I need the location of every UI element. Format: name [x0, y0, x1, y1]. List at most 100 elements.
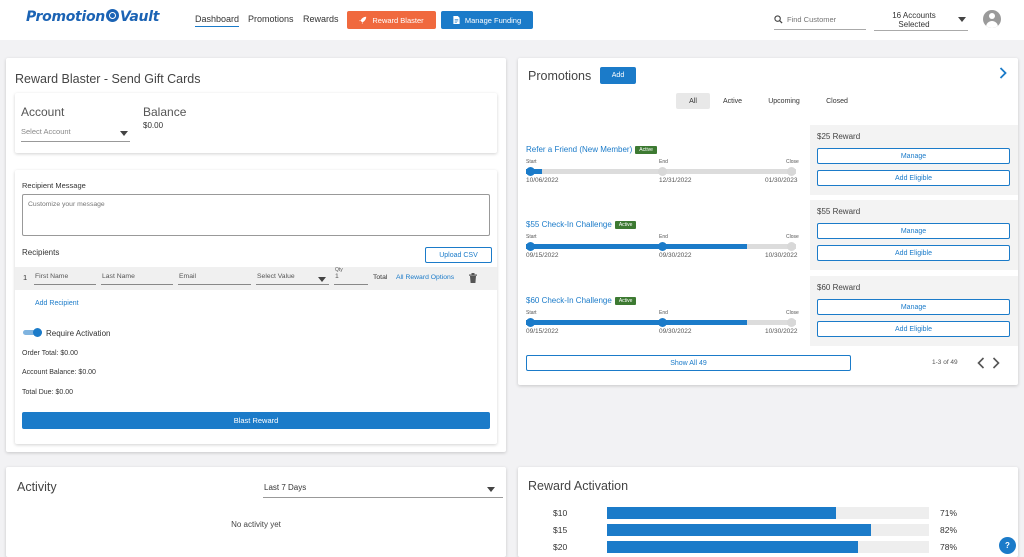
manage-button[interactable]: Manage [817, 299, 1010, 315]
show-all-promotions-button[interactable]: Show All 49 [526, 355, 851, 371]
add-eligible-button[interactable]: Add Eligible [817, 245, 1010, 261]
close-date: 10/30/2022 [765, 252, 798, 259]
add-eligible-button[interactable]: Add Eligible [817, 321, 1010, 337]
tab-closed[interactable]: Closed [826, 97, 848, 105]
close-date: 01/30/2023 [765, 177, 798, 184]
chevron-right-icon[interactable] [999, 67, 1007, 79]
help-button[interactable]: ? [999, 537, 1016, 554]
tab-upcoming[interactable]: Upcoming [768, 97, 800, 105]
chevron-down-icon [120, 131, 128, 136]
tab-all[interactable]: All [676, 93, 710, 109]
last-name-field[interactable]: Last Name [101, 273, 173, 285]
require-activation-toggle[interactable] [23, 328, 42, 337]
account-balance-card: Account Select Account Balance $0.00 [15, 93, 497, 153]
upload-csv-button[interactable]: Upload CSV [425, 247, 492, 263]
start-marker [526, 318, 535, 327]
require-activation-label: Require Activation [46, 329, 111, 338]
document-icon [453, 16, 460, 24]
status-badge: Active [614, 221, 637, 229]
promotion-vault-logo[interactable]: Promotion Vault [26, 9, 159, 25]
reward-amount: $55 Reward [817, 207, 861, 216]
top-header: Promotion Vault Dashboard Promotions Rewa… [0, 0, 1024, 40]
promotion-name-link[interactable]: Refer a Friend (New Member) [526, 145, 633, 154]
activity-range-select[interactable]: Last 7 Days [263, 481, 503, 498]
logo-text-left: Promotion [26, 9, 105, 25]
start-marker [526, 167, 535, 176]
qty-label: Qty [335, 267, 343, 273]
account-label: Account [21, 105, 65, 119]
email-field[interactable]: Email [178, 273, 251, 285]
end-label: End [659, 159, 668, 165]
close-marker [787, 167, 796, 176]
chevron-down-icon [487, 487, 495, 492]
toggle-knob [33, 328, 42, 337]
reward-blaster-button[interactable]: Reward Blaster [347, 11, 436, 29]
end-date: 09/30/2022 [659, 252, 692, 259]
blast-reward-button[interactable]: Blast Reward [22, 412, 490, 429]
promotion-title-line: $55 Check-In Challenge Active [526, 220, 637, 229]
chevron-left-icon[interactable] [977, 357, 985, 369]
pagination-text: 1-3 of 49 [932, 359, 958, 366]
select-value-dropdown[interactable]: Select Value [256, 273, 329, 285]
status-badge: Active [635, 146, 657, 154]
add-recipient-link[interactable]: Add Recipient [35, 300, 79, 307]
manage-button[interactable]: Manage [817, 148, 1010, 164]
end-label: End [659, 310, 668, 316]
end-marker [658, 242, 667, 251]
row-number: 1 [23, 273, 28, 282]
all-reward-options-link[interactable]: All Reward Options [396, 274, 455, 281]
nav-promotions[interactable]: Promotions [248, 14, 294, 24]
reward-amount: $25 Reward [817, 132, 861, 141]
promotion-name-link[interactable]: $60 Check-In Challenge [526, 296, 612, 305]
user-avatar[interactable] [983, 10, 1001, 28]
start-marker [526, 242, 535, 251]
manage-button[interactable]: Manage [817, 223, 1010, 239]
end-marker [658, 167, 667, 176]
recipient-message-textarea[interactable] [22, 194, 490, 236]
promotion-progress-track [526, 318, 796, 327]
activity-range-value: Last 7 Days [264, 483, 307, 492]
tab-active[interactable]: Active [722, 97, 743, 105]
end-date: 09/30/2022 [659, 328, 692, 335]
activation-denomination: $10 [553, 508, 568, 518]
add-promotion-button[interactable]: Add [600, 67, 636, 84]
close-label: Close [786, 234, 799, 240]
balance-value: $0.00 [143, 121, 164, 130]
chevron-right-icon[interactable] [992, 357, 1000, 369]
qty-field[interactable]: 1 [334, 273, 368, 285]
rocket-icon [359, 16, 367, 24]
end-date: 12/31/2022 [659, 177, 692, 184]
account-select-value: Select Account [21, 127, 71, 136]
activation-bar-fill [607, 507, 836, 519]
row-total-label: Total [373, 274, 388, 281]
activation-percent: 82% [940, 525, 958, 535]
accounts-selector[interactable]: 16 Accounts Selected [874, 10, 968, 31]
total-due: Total Due: $0.00 [22, 389, 73, 396]
trash-icon[interactable] [469, 273, 477, 283]
recipients-card: Recipient Message Recipients Upload CSV … [15, 170, 497, 444]
add-eligible-button[interactable]: Add Eligible [817, 170, 1010, 186]
reward-panel: $60 Reward Manage Add Eligible [810, 276, 1018, 346]
close-marker [787, 242, 796, 251]
manage-funding-button[interactable]: Manage Funding [441, 11, 533, 29]
nav-rewards[interactable]: Rewards [303, 14, 339, 24]
activation-denomination: $15 [553, 525, 568, 535]
reward-blaster-card: Reward Blaster - Send Gift Cards Account… [6, 58, 506, 452]
recipients-label: Recipients [22, 248, 60, 257]
find-customer-search[interactable] [774, 10, 866, 30]
start-date: 09/15/2022 [526, 328, 559, 335]
account-select[interactable]: Select Account [21, 126, 130, 142]
vault-dial-icon [105, 9, 119, 22]
activity-title: Activity [17, 480, 57, 494]
activation-bar-fill [607, 541, 859, 553]
manage-funding-label: Manage Funding [464, 15, 522, 25]
search-input[interactable] [787, 15, 863, 24]
end-label: End [659, 234, 668, 240]
nav-dashboard[interactable]: Dashboard [195, 14, 240, 27]
account-balance-summary: Account Balance: $0.00 [22, 369, 96, 376]
promotion-name-link[interactable]: $55 Check-In Challenge [526, 220, 612, 229]
first-name-field[interactable]: First Name [34, 273, 96, 285]
activation-bar-track [607, 524, 929, 536]
activation-percent: 71% [940, 508, 958, 518]
close-date: 10/30/2022 [765, 328, 798, 335]
